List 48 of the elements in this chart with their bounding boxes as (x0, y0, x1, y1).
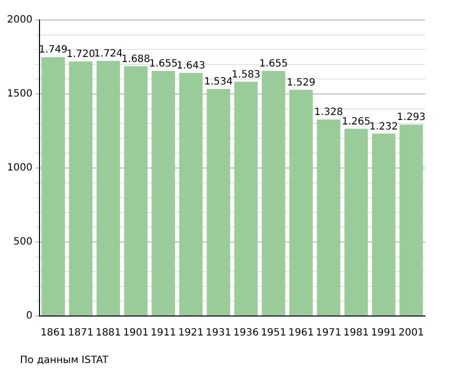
text: По данным ISTAT (20, 355, 108, 366)
bar (400, 124, 423, 316)
bar (289, 90, 313, 316)
x-tick-label: 1861 (40, 328, 66, 339)
bar (372, 134, 396, 316)
data-label: 1.720 (66, 49, 96, 60)
y-tick-label: 1000 (6, 162, 32, 174)
bar (179, 72, 203, 316)
data-label: 1.643 (176, 60, 206, 72)
x-tick-label: 1981 (343, 328, 369, 339)
data-label: 1.534 (204, 76, 233, 88)
bar (344, 128, 368, 316)
bar (206, 88, 230, 316)
x-tick-label: 1911 (150, 328, 176, 339)
x-tick-label: 1881 (96, 328, 122, 339)
y-tick-label: 2000 (6, 14, 32, 26)
data-label: 1.529 (286, 77, 316, 88)
data-label: 1.293 (396, 112, 426, 124)
x-tick-label: 1971 (316, 328, 342, 339)
y-tick-label: 1500 (6, 88, 32, 100)
x-tick-label: 1901 (123, 328, 149, 339)
data-label: 1.688 (122, 54, 150, 65)
x-tick-label: 1961 (288, 328, 314, 339)
bar (152, 71, 176, 316)
x-tick-label: 2001 (398, 328, 424, 339)
data-label: 1.655 (259, 58, 288, 70)
data-label: 1.232 (369, 121, 398, 132)
bar (42, 57, 65, 316)
bar (69, 61, 92, 316)
bar (96, 60, 120, 316)
bar (124, 66, 148, 316)
bar (316, 119, 340, 316)
x-tick-label: 1936 (233, 328, 259, 339)
x-tick-label: 1931 (206, 328, 232, 339)
data-label: 1.724 (94, 48, 123, 60)
data-label: 1.265 (342, 116, 370, 128)
data-label: 1.328 (314, 107, 343, 118)
bar (262, 71, 286, 316)
data-label: 1.749 (38, 44, 68, 56)
data-label: 1.583 (232, 69, 260, 80)
x-tick-label: 1991 (370, 328, 396, 339)
x-tick-label: 1871 (68, 328, 94, 339)
bar (234, 82, 258, 316)
y-tick-label: 500 (13, 236, 32, 248)
x-tick-label: 1921 (178, 328, 204, 339)
x-tick-label: 1951 (260, 328, 286, 339)
data-label: 1.655 (149, 58, 178, 70)
y-tick-label: 0 (26, 310, 32, 322)
